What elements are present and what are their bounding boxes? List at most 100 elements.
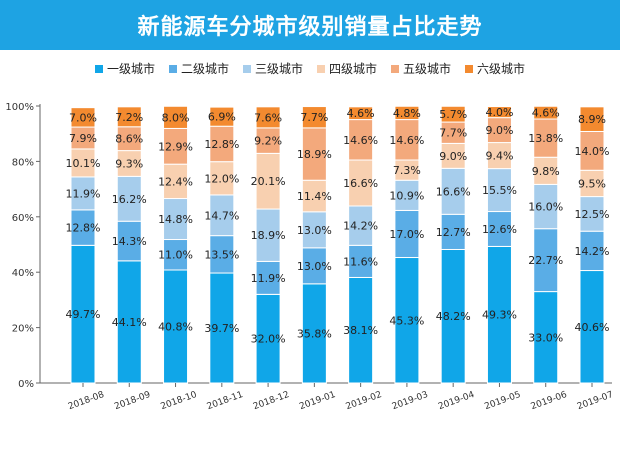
data-label: 18.9% [297,148,332,161]
bar-segment [440,167,466,215]
bar-segment [348,276,374,384]
bar-segment [163,269,189,384]
bar-segment [70,209,96,246]
data-label: 6.9% [208,111,236,124]
legend-swatch [391,64,400,73]
data-label: 11.9% [251,272,286,285]
x-tick-label: 2019-04 [437,390,476,412]
bar-segment [486,168,512,213]
data-label: 40.6% [575,321,610,334]
y-tick-label: 0% [18,379,34,390]
bar-segment [301,211,327,249]
data-label: 32.0% [251,333,286,346]
data-label: 16.2% [112,193,147,206]
bar-segment [209,125,235,163]
data-label: 9.8% [532,165,560,178]
data-label: 14.6% [343,134,378,147]
bar-segment [533,118,559,158]
legend-swatch [317,64,325,73]
legend: 一级城市 二级城市 三级城市 四级城市 五级城市 六级城市 [0,60,620,77]
bar-segment [579,196,605,232]
legend-label: 五级城市 [403,62,452,76]
data-label: 7.9% [69,132,97,145]
bar-segment [440,213,466,250]
data-label: 9.3% [115,157,143,170]
data-label: 12.7% [436,226,471,239]
data-label: 14.7% [204,209,239,222]
y-tick-label: 60% [12,213,34,224]
bar-segment [70,176,96,211]
legend-item: 一级城市 [94,60,155,77]
data-label: 9.2% [254,135,282,148]
bar-segment [255,152,281,210]
data-label: 8.6% [115,133,143,146]
data-label: 14.2% [343,220,378,233]
data-label: 15.5% [482,184,517,197]
data-label: 9.0% [439,150,467,163]
bar-segment [394,105,420,121]
bar-segment [440,105,466,123]
y-tick-label: 100% [5,102,34,113]
bar-segment [394,119,420,161]
bar-segment [209,106,235,127]
data-label: 16.6% [343,177,378,190]
data-label: 9.5% [578,177,606,190]
bar-segment [348,159,374,207]
data-label: 44.1% [112,316,147,329]
data-label: 4.6% [532,107,560,120]
bar-segment [348,119,374,161]
data-label: 11.6% [343,255,378,268]
data-label: 7.3% [393,164,421,177]
y-tick-label: 40% [12,268,34,279]
bar-segment [116,220,142,262]
bar-segment [394,209,420,259]
x-tick-label: 2018-09 [113,390,152,412]
bar-segment [533,156,559,185]
data-label: 14.3% [112,235,147,248]
bar-segment [255,260,281,295]
data-label: 35.8% [297,327,332,340]
bar-segment [394,257,420,384]
bar-segment [209,161,235,196]
data-label: 7.6% [254,111,282,124]
bar-segment [163,163,189,200]
legend-swatch [465,64,474,73]
title-bar: 新能源车分城市级别销量占比走势 [0,0,620,50]
data-label: 12.5% [575,208,610,221]
legend-label: 二级城市 [180,62,229,76]
data-label: 16.6% [436,185,471,198]
data-label: 4.6% [347,107,375,120]
data-label: 49.3% [482,309,517,322]
bar-segment [486,106,512,119]
bar-segment [533,183,559,230]
data-label: 12.0% [204,172,239,185]
data-label: 40.8% [158,320,193,333]
data-label: 7.0% [69,111,97,124]
x-tick-label: 2019-02 [345,390,384,412]
bar-segment [116,106,142,128]
legend-swatch [168,64,177,73]
data-label: 16.0% [528,201,563,214]
data-label: 10.1% [66,157,101,170]
data-label: 9.4% [485,150,513,163]
data-label: 17.0% [389,228,424,241]
bar-segment [440,142,466,169]
bar-segment [533,105,559,120]
legend-item: 三级城市 [242,60,303,77]
data-label: 12.8% [66,222,101,235]
data-label: 13.0% [297,260,332,273]
data-label: 7.2% [115,111,143,124]
legend-label: 六级城市 [477,62,526,76]
legend-item: 五级城市 [391,60,451,77]
x-tick-label: 2019-05 [483,390,522,412]
data-label: 14.2% [575,245,610,258]
x-tick-label: 2019-01 [298,390,337,412]
bar-segment [440,248,466,384]
data-label: 11.0% [158,249,193,262]
bar-segment [116,175,142,222]
data-label: 4.0% [485,106,513,119]
legend-item: 二级城市 [168,60,229,77]
bar-segment [348,244,374,278]
bar-segment [579,106,605,132]
